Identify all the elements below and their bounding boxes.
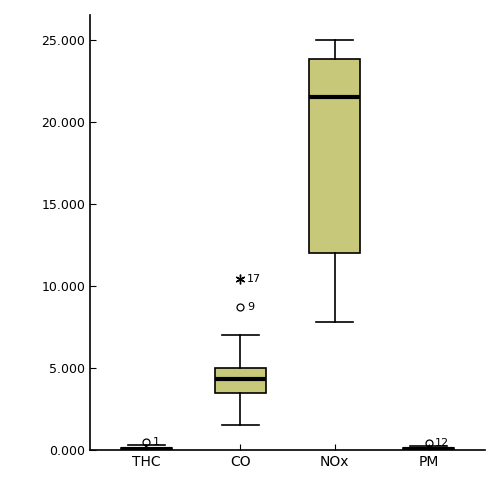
Bar [402,448,454,450]
Bar [120,448,172,450]
Text: 12: 12 [435,438,450,448]
Bar [308,60,360,253]
Text: 1: 1 [153,437,160,447]
Bar [214,368,266,392]
Text: 9: 9 [247,302,254,312]
Text: 17: 17 [247,274,261,284]
